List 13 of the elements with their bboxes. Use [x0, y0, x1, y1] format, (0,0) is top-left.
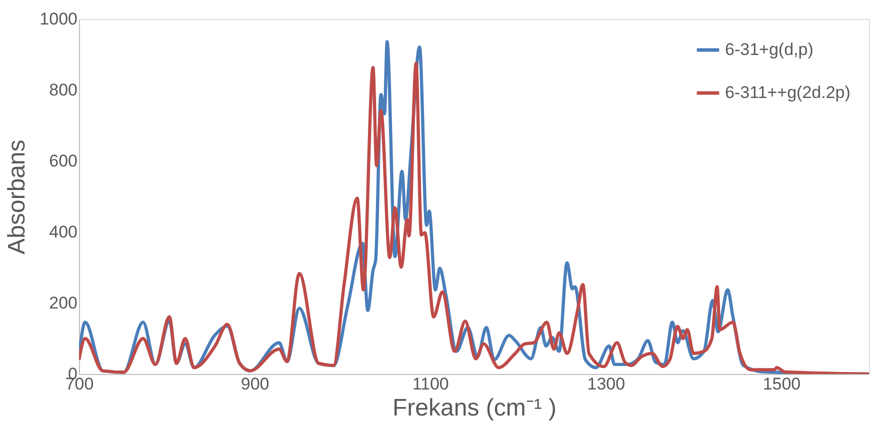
y-tick-label: 600: [49, 152, 78, 170]
x-tick-label: 1500: [762, 374, 801, 394]
x-tick-label: 1300: [587, 374, 626, 394]
x-tick-label: 1100: [412, 374, 449, 394]
legend-label: 6-31+g(d,p): [725, 40, 814, 59]
x-axis-title: Frekans (cm⁻¹ ): [392, 394, 556, 422]
y-tick-label: 200: [49, 294, 78, 312]
y-axis-title: Absorbans: [4, 140, 31, 254]
legend-label: 6-311++g(2d.2p): [725, 83, 850, 102]
y-tick-label: 1000: [40, 10, 78, 28]
y-tick-label: 800: [49, 80, 78, 100]
x-tick-label: 900: [240, 374, 270, 394]
y-tick-label: 400: [49, 222, 78, 242]
